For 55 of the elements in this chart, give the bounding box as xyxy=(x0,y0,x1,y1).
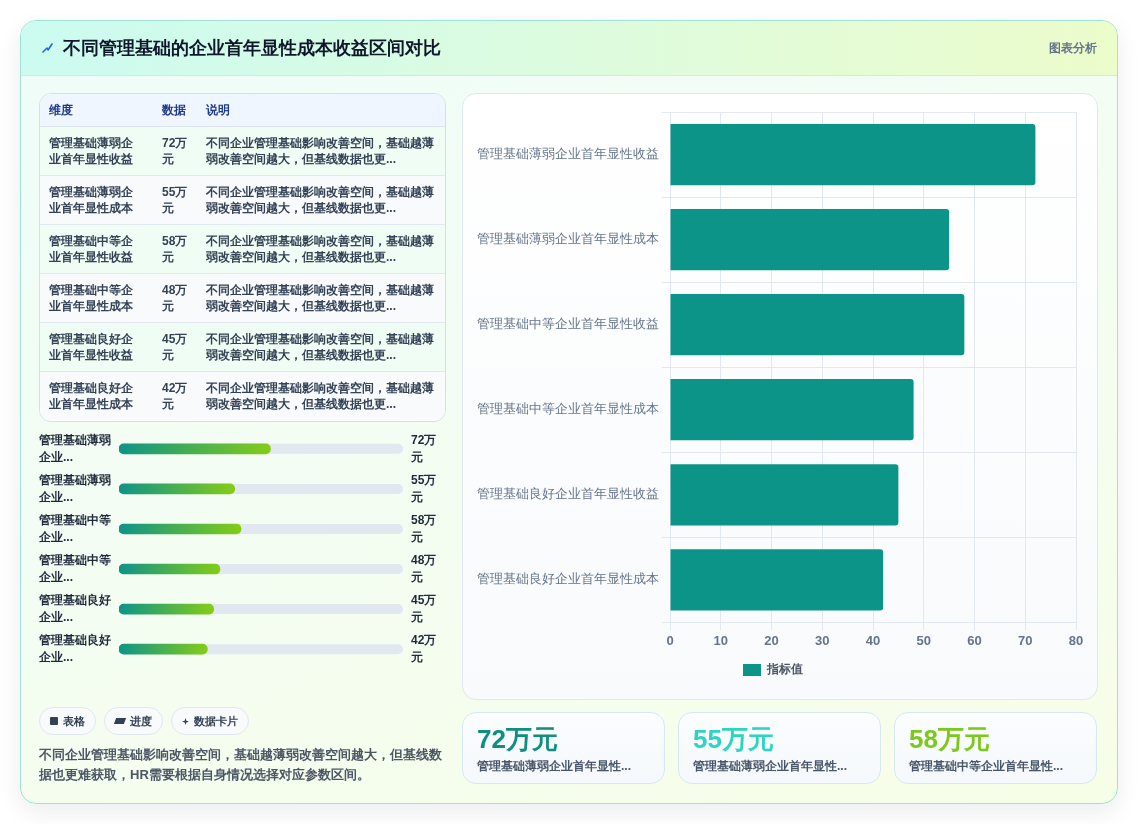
x-tick-label: 20 xyxy=(764,632,779,648)
text: 55万元 xyxy=(693,724,774,754)
text: 数据 xyxy=(162,102,187,119)
text: 不同企业管理基础影响改善空间，基础越薄弱改善空间越大，但基线数据也更... xyxy=(206,380,435,413)
text: 72万元 xyxy=(162,136,188,166)
category-label: 管理基础中等企业首年显性... xyxy=(909,758,1064,774)
text: 不同企业管理基础影响改善空间，基础越薄弱改善空间越大，但基线数据也更... xyxy=(206,331,435,364)
data-label: 45万元 xyxy=(410,592,437,624)
category-label: 进度 xyxy=(130,713,152,729)
x-tick-label: 40 xyxy=(865,632,881,648)
text: 不同企业管理基础影响改善空间，基础越薄弱改善空间越大，但基线数据也更... xyxy=(206,135,435,168)
y-tick-label: 管理基础薄弱企业... xyxy=(38,432,111,464)
y-tick-label: 管理基础薄弱企业首年显性收益 xyxy=(477,146,659,162)
text: 45万元 xyxy=(162,332,188,362)
x-tick-label: 70 xyxy=(1018,632,1033,648)
data-label: 42万元 xyxy=(410,632,437,664)
data-label: 48万元 xyxy=(410,552,437,584)
y-tick-label: 管理基础薄弱企业... xyxy=(38,472,111,504)
x-tick-label: 80 xyxy=(1068,632,1084,648)
category-label: 管理基础薄弱企业首年显性... xyxy=(693,758,848,774)
category-label: 数据卡片 xyxy=(194,713,238,729)
text: 42万元 xyxy=(162,381,188,411)
legend-label: 指标值 xyxy=(766,662,803,677)
text: 维度 xyxy=(49,102,74,119)
category-label: 管理基础薄弱企业首年显性... xyxy=(477,758,632,774)
text: 不同企业管理基础影响改善空间，基础越薄弱改善空间越大，但基线数据也更... xyxy=(206,233,435,266)
x-tick-label: 30 xyxy=(815,632,830,648)
y-tick-label: 管理基础中等企业... xyxy=(38,512,111,544)
data-label: 55万元 xyxy=(410,472,437,504)
text: 不同管理基础的企业首年显性成本收益区间对比 xyxy=(63,37,441,60)
text: 说明 xyxy=(206,102,231,119)
text: 图表分析 xyxy=(1049,40,1097,57)
text: 不同企业管理基础影响改善空间，基础越薄弱改善空间越大，但基线数据也更难获取，HR需要根据自身情况选择对应参数区间。 xyxy=(39,746,443,784)
y-tick-label: 管理基础中等企业首年显性收益 xyxy=(477,316,659,332)
y-tick-label: 管理基础中等企业... xyxy=(38,552,111,584)
x-tick-label: 0 xyxy=(666,632,674,648)
text: 48万元 xyxy=(162,283,188,313)
text: 55万元 xyxy=(162,185,188,215)
y-tick-label: 管理基础中等企业首年显性成本 xyxy=(477,401,659,417)
y-tick-label: 管理基础良好企业首年显性收益 xyxy=(477,486,659,502)
text: 72万元 xyxy=(477,724,558,754)
y-tick-label: 管理基础薄弱企业首年显性成本 xyxy=(477,231,659,247)
data-label: 72万元 xyxy=(410,432,437,464)
x-tick-label: 10 xyxy=(713,632,728,648)
category-label: 表格 xyxy=(63,713,85,729)
y-tick-label: 管理基础良好企业首年显性成本 xyxy=(477,571,659,587)
text: 58万元 xyxy=(909,724,990,754)
y-tick-label: 管理基础良好企业... xyxy=(38,633,111,664)
data-label: 58万元 xyxy=(410,512,437,544)
text: 不同企业管理基础影响改善空间，基础越薄弱改善空间越大，但基线数据也更... xyxy=(206,184,435,217)
x-tick-label: 50 xyxy=(916,632,931,648)
text: 不同企业管理基础影响改善空间，基础越薄弱改善空间越大，但基线数据也更... xyxy=(206,282,435,315)
text: 58万元 xyxy=(162,234,188,264)
y-tick-label: 管理基础良好企业... xyxy=(38,593,111,624)
x-tick-label: 60 xyxy=(967,632,982,648)
